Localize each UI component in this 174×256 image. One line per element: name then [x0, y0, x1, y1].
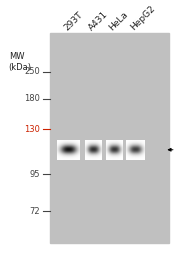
Text: 130: 130 — [24, 125, 40, 134]
Text: 95: 95 — [30, 169, 40, 179]
Bar — [50, 33, 169, 243]
Text: MW
(kDa): MW (kDa) — [9, 52, 32, 72]
Text: HepG2: HepG2 — [128, 4, 157, 32]
Text: A431: A431 — [87, 9, 109, 32]
Text: 72: 72 — [29, 207, 40, 216]
Text: 250: 250 — [24, 67, 40, 76]
Text: 293T: 293T — [62, 10, 85, 32]
Text: 180: 180 — [24, 94, 40, 103]
Text: HeLa: HeLa — [108, 9, 130, 32]
